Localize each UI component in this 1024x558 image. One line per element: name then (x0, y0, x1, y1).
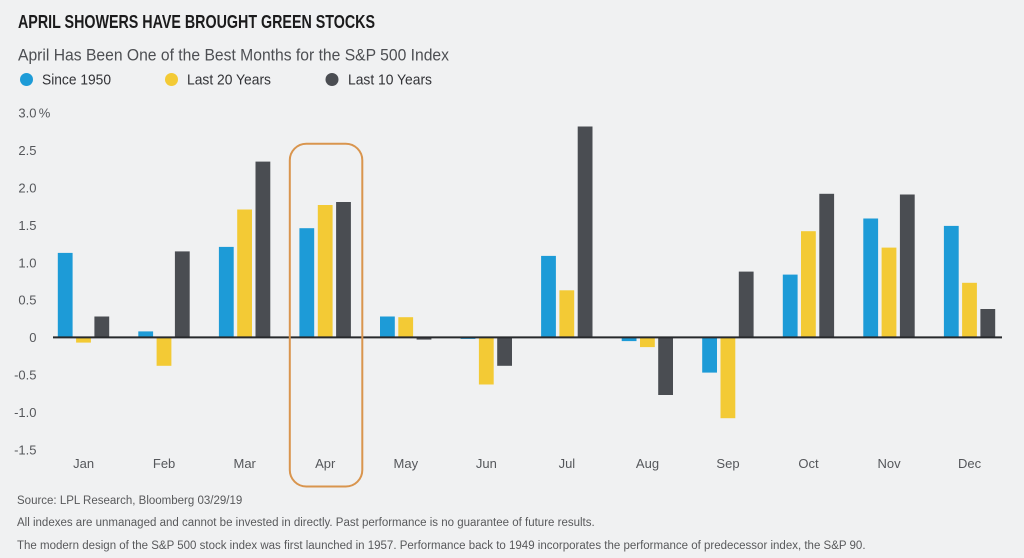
svg-text:2.0: 2.0 (18, 181, 36, 196)
svg-text:-1.0: -1.0 (14, 405, 36, 420)
svg-text:Source: LPL Research, Bloomber: Source: LPL Research, Bloomberg 03/29/19 (17, 495, 242, 507)
svg-text:Jan: Jan (73, 456, 94, 471)
svg-text:Oct: Oct (798, 456, 819, 471)
svg-text:Jul: Jul (559, 456, 576, 471)
svg-text:Last 10 Years: Last 10 Years (348, 72, 432, 89)
svg-text:1.5: 1.5 (18, 218, 36, 233)
svg-text:0.5: 0.5 (18, 293, 36, 308)
svg-text:3.0: 3.0 (18, 106, 36, 121)
svg-text:0: 0 (29, 330, 36, 345)
svg-text:The modern design of the S&P 5: The modern design of the S&P 500 stock i… (17, 540, 866, 552)
svg-text:All indexes are unmanaged and: All indexes are unmanaged and cannot be … (17, 517, 595, 529)
svg-text:Dec: Dec (958, 456, 982, 471)
svg-text:-0.5: -0.5 (14, 368, 36, 383)
svg-text:Since 1950: Since 1950 (42, 72, 111, 89)
svg-text:2.5: 2.5 (18, 143, 36, 158)
svg-text:Apr: Apr (315, 456, 336, 471)
svg-text:Sep: Sep (716, 456, 739, 471)
svg-text:April Has Been One of the Best: April Has Been One of the Best Months fo… (18, 46, 449, 65)
svg-text:Jun: Jun (476, 456, 497, 471)
svg-text:Last 20 Years: Last 20 Years (187, 72, 271, 89)
svg-text:1.0: 1.0 (18, 255, 36, 270)
svg-text:May: May (394, 456, 419, 471)
svg-text:-1.5: -1.5 (14, 442, 36, 457)
svg-text:%: % (39, 106, 51, 121)
svg-text:APRIL SHOWERS HAVE BROUGHT GRE: APRIL SHOWERS HAVE BROUGHT GREEN STOCKS (18, 12, 375, 32)
svg-text:Nov: Nov (878, 456, 902, 471)
svg-text:Mar: Mar (234, 456, 257, 471)
svg-text:Feb: Feb (153, 456, 175, 471)
svg-text:Aug: Aug (636, 456, 659, 471)
